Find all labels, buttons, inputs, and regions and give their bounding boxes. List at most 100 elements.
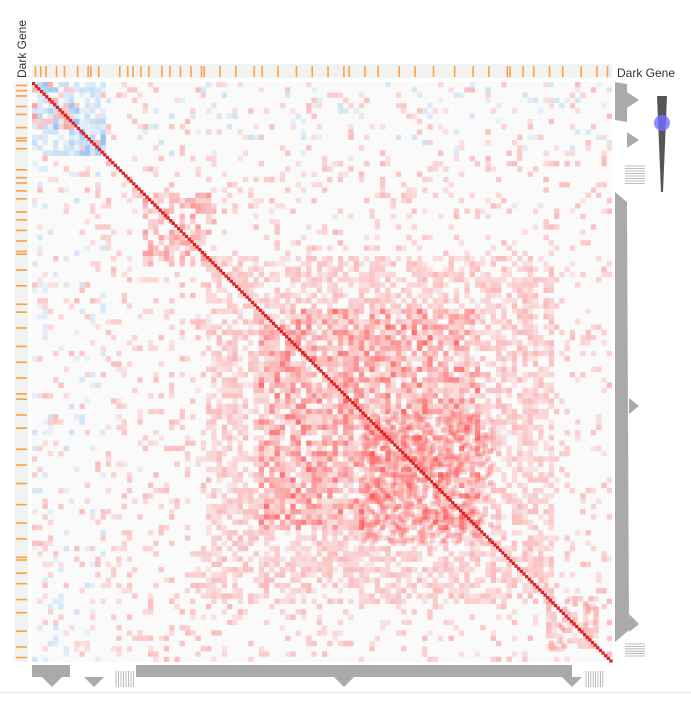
heatmap-cell[interactable] (369, 519, 375, 525)
heatmap-cell[interactable] (374, 482, 380, 488)
heatmap-cell[interactable] (377, 511, 383, 517)
heatmap-cell[interactable] (316, 604, 322, 610)
heatmap-cell[interactable] (453, 556, 460, 562)
heatmap-cell[interactable] (385, 155, 391, 162)
heatmap-cell[interactable] (232, 509, 238, 515)
heatmap-cell[interactable] (200, 319, 206, 325)
heatmap-cell[interactable] (382, 459, 388, 465)
heatmap-cell[interactable] (532, 572, 539, 578)
heatmap-cell[interactable] (264, 424, 270, 430)
heatmap-cell[interactable] (459, 92, 465, 98)
heatmap-cell[interactable] (163, 208, 170, 214)
heatmap-cell[interactable] (42, 129, 48, 135)
heatmap-cell[interactable] (269, 361, 275, 367)
heatmap-cell[interactable] (285, 419, 291, 425)
heatmap-cell[interactable] (227, 445, 233, 452)
heatmap-cell[interactable] (496, 519, 502, 525)
heatmap-cell[interactable] (285, 635, 291, 641)
heatmap-cell[interactable] (84, 245, 90, 251)
heatmap-cell[interactable] (448, 182, 454, 188)
heatmap-cell[interactable] (385, 161, 391, 167)
heatmap-cell[interactable] (174, 198, 180, 204)
heatmap-cell[interactable] (522, 546, 528, 552)
heatmap-cell[interactable] (369, 372, 375, 378)
heatmap-cell[interactable] (37, 182, 43, 188)
heatmap-cell[interactable] (464, 287, 470, 293)
heatmap-cell[interactable] (422, 335, 428, 341)
heatmap-cell[interactable] (532, 393, 539, 399)
heatmap-cell[interactable] (548, 224, 554, 230)
heatmap-cell[interactable] (422, 329, 428, 336)
heatmap-cell[interactable] (480, 482, 486, 488)
heatmap-cell[interactable] (372, 532, 378, 539)
heatmap-cell[interactable] (248, 287, 254, 293)
heatmap-cell[interactable] (190, 203, 196, 209)
heatmap-cell[interactable] (68, 108, 75, 114)
heatmap-cell[interactable] (216, 308, 222, 314)
heatmap-cell[interactable] (401, 377, 407, 383)
heatmap-cell[interactable] (316, 97, 322, 104)
heatmap-cell[interactable] (311, 171, 317, 177)
heatmap-cell[interactable] (448, 582, 454, 589)
heatmap-cell[interactable] (445, 480, 452, 486)
heatmap-cell[interactable] (401, 340, 407, 346)
heatmap-cell[interactable] (387, 422, 394, 428)
heatmap-cell[interactable] (464, 593, 470, 599)
heatmap-cell[interactable] (274, 488, 280, 494)
heatmap-cell[interactable] (206, 419, 212, 425)
heatmap-cell[interactable] (248, 203, 254, 209)
heatmap-cell[interactable] (348, 582, 354, 589)
heatmap-cell[interactable] (343, 335, 349, 341)
heatmap-cell[interactable] (374, 577, 380, 583)
heatmap-cell[interactable] (596, 572, 602, 578)
heatmap-cell[interactable] (258, 271, 264, 278)
heatmap-cell[interactable] (511, 161, 518, 167)
heatmap-cell[interactable] (527, 97, 533, 104)
heatmap-cell[interactable] (496, 445, 502, 452)
heatmap-cell[interactable] (511, 430, 518, 436)
heatmap-cell[interactable] (253, 393, 259, 399)
heatmap-cell[interactable] (427, 482, 433, 488)
heatmap-cell[interactable] (179, 408, 185, 415)
heatmap-cell[interactable] (395, 561, 402, 568)
heatmap-cell[interactable] (58, 503, 64, 510)
heatmap-cell[interactable] (443, 482, 449, 488)
heatmap-cell[interactable] (453, 366, 460, 372)
heatmap-cell[interactable] (546, 606, 552, 612)
heatmap-cell[interactable] (285, 372, 291, 378)
heatmap-cell[interactable] (332, 466, 338, 473)
heatmap-cell[interactable] (551, 617, 557, 623)
heatmap-cell[interactable] (332, 445, 338, 452)
heatmap-cell[interactable] (58, 314, 64, 320)
heatmap-cell[interactable] (216, 398, 222, 404)
heatmap-cell[interactable] (184, 118, 191, 125)
heatmap-cell[interactable] (348, 572, 354, 578)
heatmap-cell[interactable] (380, 509, 386, 515)
heatmap-cell[interactable] (63, 103, 69, 109)
heatmap-cell[interactable] (469, 271, 475, 278)
heatmap-cell[interactable] (258, 524, 264, 531)
heatmap-cell[interactable] (137, 635, 143, 641)
heatmap-cell[interactable] (369, 282, 375, 288)
heatmap-cell[interactable] (327, 256, 333, 262)
heatmap-cell[interactable] (474, 540, 481, 546)
heatmap-cell[interactable] (358, 324, 365, 330)
heatmap-cell[interactable] (406, 345, 412, 351)
heatmap-cell[interactable] (369, 303, 375, 309)
heatmap-cell[interactable] (221, 577, 228, 583)
heatmap-cell[interactable] (414, 416, 420, 423)
heatmap-cell[interactable] (163, 445, 170, 452)
heatmap-cell[interactable] (358, 424, 365, 430)
heatmap-cell[interactable] (369, 477, 375, 483)
heatmap-cell[interactable] (269, 350, 275, 357)
heatmap-cell[interactable] (295, 556, 301, 562)
heatmap-cell[interactable] (377, 474, 383, 481)
heatmap-cell[interactable] (456, 459, 462, 465)
heatmap-cell[interactable] (554, 408, 560, 415)
heatmap-cell[interactable] (588, 643, 594, 649)
heatmap-cell[interactable] (422, 403, 428, 409)
heatmap-cell[interactable] (422, 319, 428, 325)
heatmap-cell[interactable] (311, 372, 317, 378)
heatmap-cell[interactable] (295, 551, 301, 557)
heatmap-cell[interactable] (459, 319, 465, 325)
